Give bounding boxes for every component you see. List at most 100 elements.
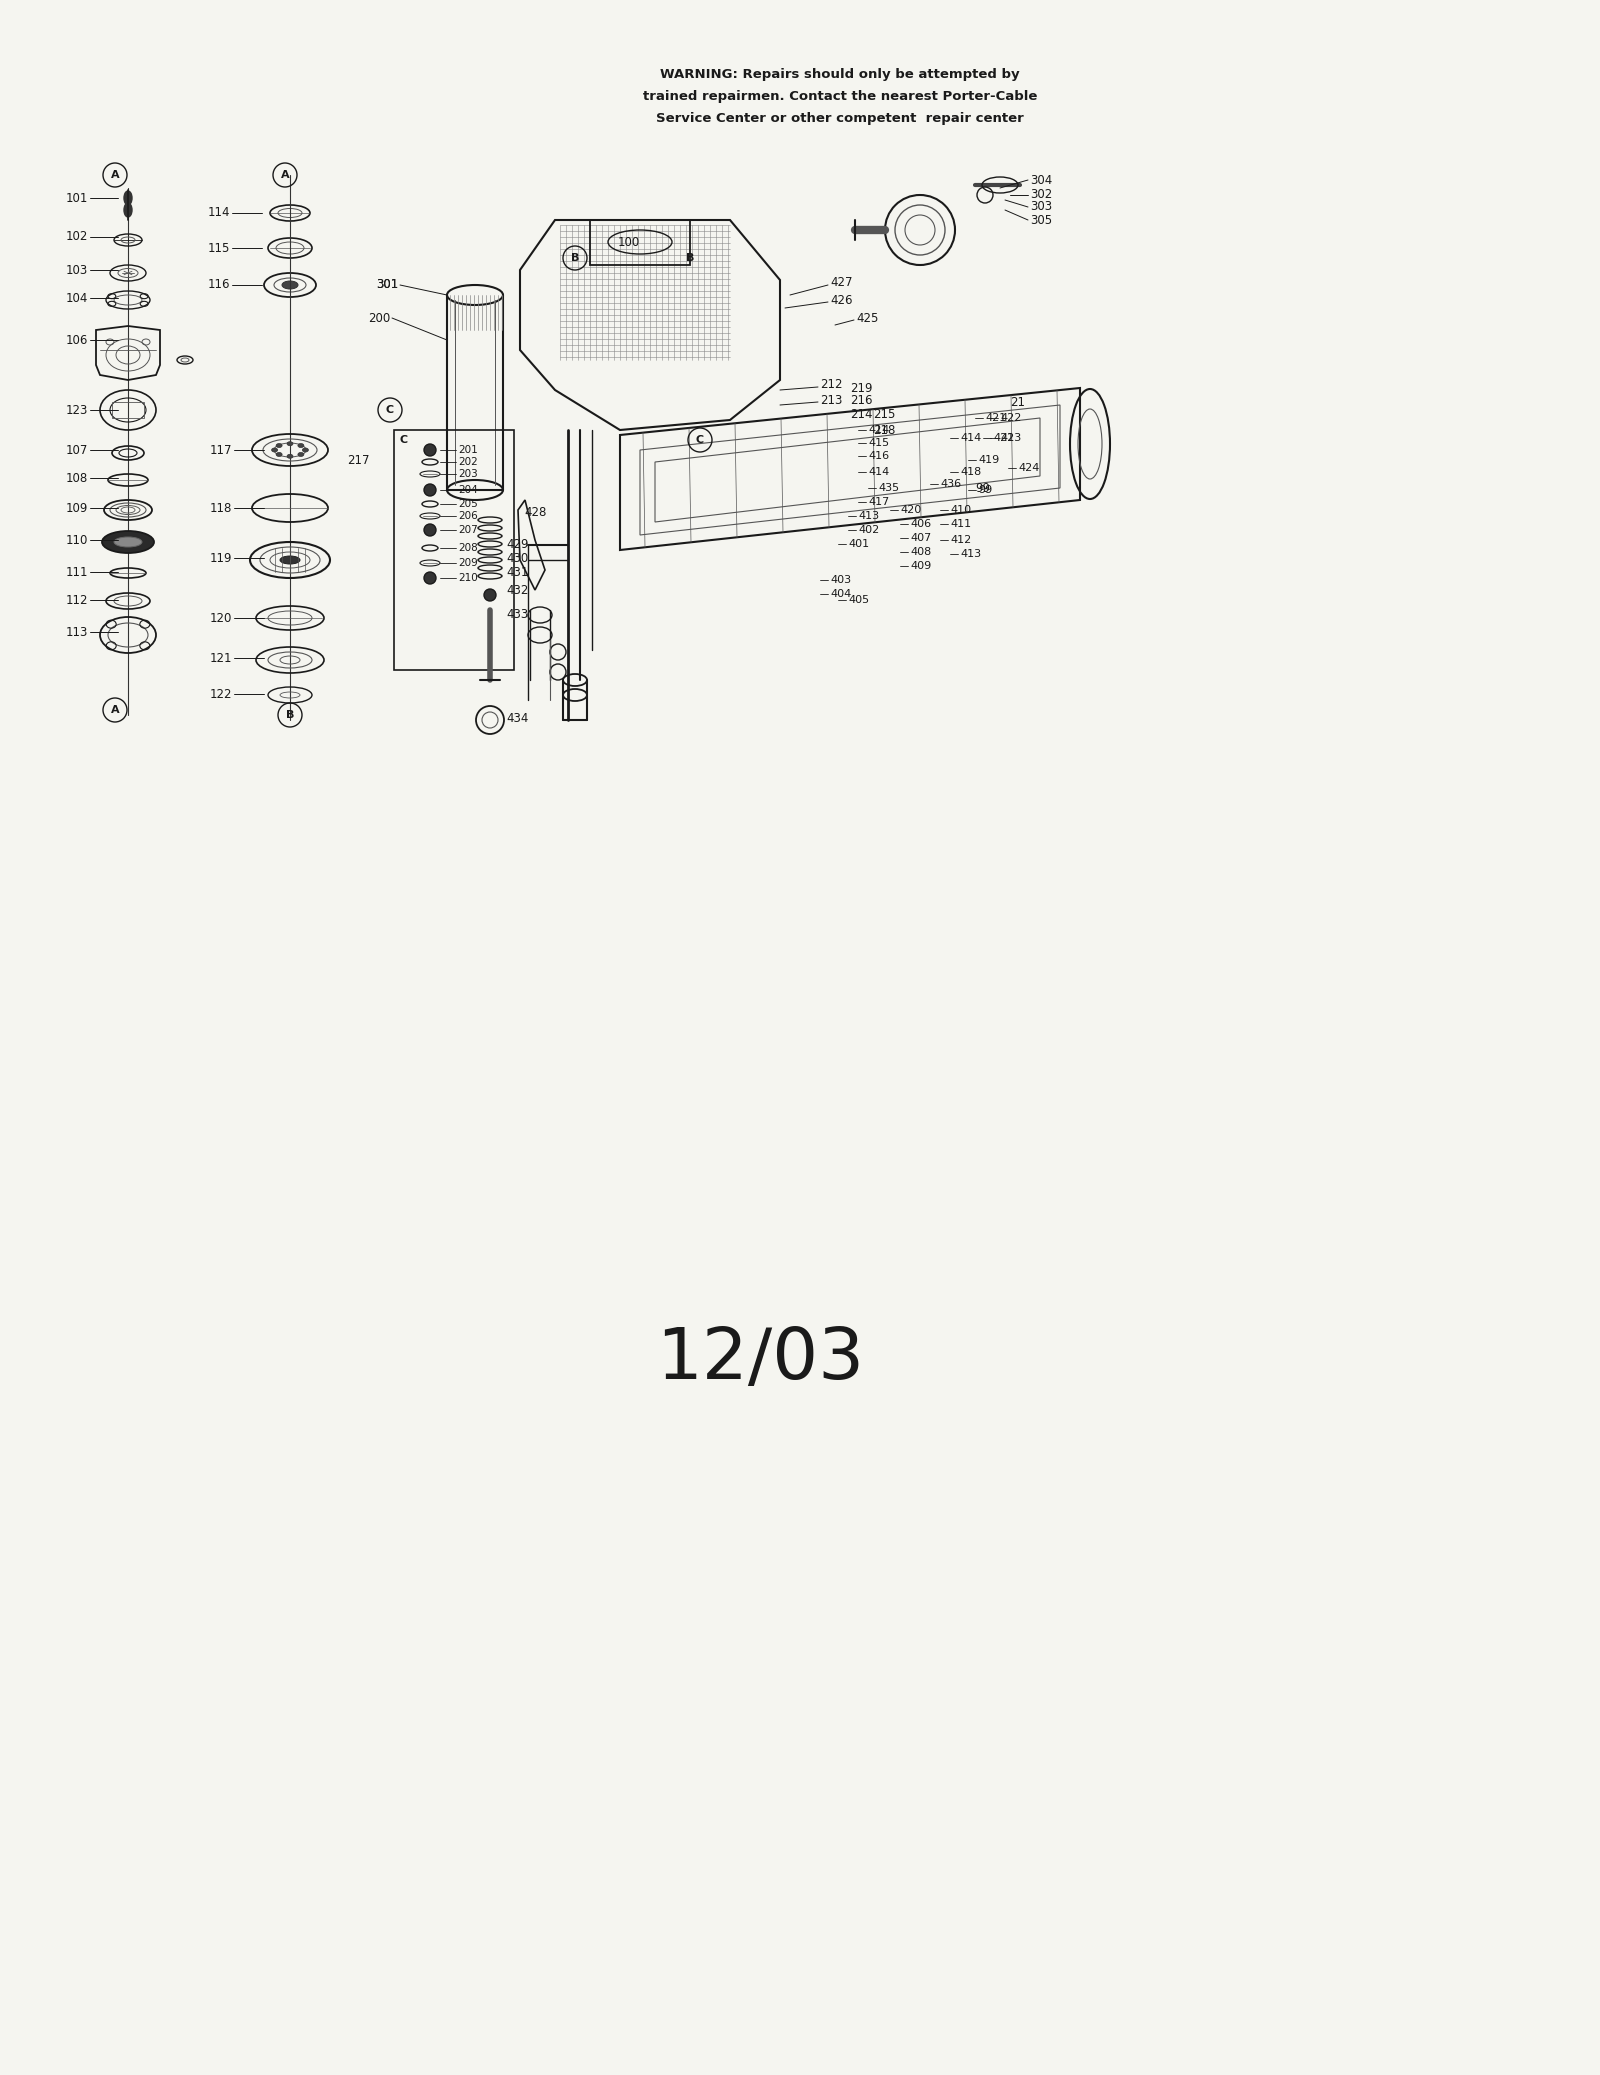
Text: 114: 114 bbox=[208, 208, 230, 220]
Ellipse shape bbox=[114, 537, 142, 548]
Text: 407: 407 bbox=[910, 533, 931, 544]
Text: 215: 215 bbox=[874, 409, 896, 421]
Text: 414: 414 bbox=[867, 467, 890, 477]
Text: 210: 210 bbox=[458, 573, 478, 583]
Text: 207: 207 bbox=[458, 525, 478, 535]
Text: 414: 414 bbox=[960, 434, 981, 442]
Text: A: A bbox=[110, 170, 120, 181]
Text: 205: 205 bbox=[458, 498, 478, 508]
Ellipse shape bbox=[424, 573, 435, 583]
Ellipse shape bbox=[424, 444, 435, 456]
Ellipse shape bbox=[282, 280, 298, 288]
Text: 418: 418 bbox=[960, 467, 981, 477]
Text: A: A bbox=[110, 706, 120, 716]
Text: 101: 101 bbox=[66, 191, 88, 205]
Text: 426: 426 bbox=[830, 293, 853, 307]
Text: 401: 401 bbox=[848, 540, 869, 550]
Text: 427: 427 bbox=[830, 276, 853, 288]
Text: 408: 408 bbox=[910, 548, 931, 556]
Text: 217: 217 bbox=[347, 454, 370, 467]
Text: 425: 425 bbox=[856, 311, 878, 324]
Text: 202: 202 bbox=[458, 456, 478, 467]
Text: 103: 103 bbox=[66, 264, 88, 276]
Text: 116: 116 bbox=[208, 278, 230, 290]
Ellipse shape bbox=[286, 442, 293, 446]
Text: 423: 423 bbox=[1000, 434, 1021, 442]
Text: 99: 99 bbox=[978, 486, 992, 496]
Text: 405: 405 bbox=[848, 596, 869, 606]
Text: 409: 409 bbox=[910, 560, 931, 571]
Text: 415: 415 bbox=[867, 438, 890, 448]
Ellipse shape bbox=[272, 448, 278, 452]
Text: 108: 108 bbox=[66, 471, 88, 483]
Text: 102: 102 bbox=[66, 230, 88, 243]
Text: 429: 429 bbox=[506, 540, 528, 552]
Text: 305: 305 bbox=[1030, 214, 1053, 226]
Text: 434: 434 bbox=[506, 712, 528, 724]
Text: A: A bbox=[280, 170, 290, 181]
Ellipse shape bbox=[102, 531, 154, 554]
Text: 100: 100 bbox=[618, 237, 640, 249]
Text: 411: 411 bbox=[950, 519, 971, 529]
Text: 206: 206 bbox=[458, 510, 478, 521]
Text: 122: 122 bbox=[210, 687, 232, 701]
Bar bbox=[112, 403, 144, 417]
Text: 120: 120 bbox=[210, 612, 232, 625]
Text: 421: 421 bbox=[986, 413, 1006, 423]
Text: 118: 118 bbox=[210, 502, 232, 515]
Text: 115: 115 bbox=[208, 241, 230, 255]
Text: 301: 301 bbox=[376, 278, 398, 290]
Text: 213: 213 bbox=[819, 394, 842, 407]
Ellipse shape bbox=[280, 556, 301, 564]
Text: 121: 121 bbox=[210, 652, 232, 664]
Text: 216: 216 bbox=[850, 394, 872, 407]
Text: 111: 111 bbox=[66, 566, 88, 579]
Text: 208: 208 bbox=[458, 544, 478, 554]
Text: 419: 419 bbox=[978, 454, 1000, 465]
Text: C: C bbox=[386, 405, 394, 415]
Text: 301: 301 bbox=[376, 278, 398, 290]
Text: 99: 99 bbox=[974, 481, 990, 494]
Text: 104: 104 bbox=[66, 290, 88, 305]
Text: B: B bbox=[686, 253, 694, 264]
Text: 212: 212 bbox=[819, 378, 843, 392]
Text: 123: 123 bbox=[66, 403, 88, 417]
Ellipse shape bbox=[298, 452, 304, 456]
Ellipse shape bbox=[125, 191, 131, 205]
Text: 414: 414 bbox=[867, 425, 890, 436]
Text: trained repairmen. Contact the nearest Porter-Cable: trained repairmen. Contact the nearest P… bbox=[643, 89, 1037, 104]
Text: 421: 421 bbox=[994, 434, 1014, 442]
Ellipse shape bbox=[277, 444, 282, 448]
Text: 303: 303 bbox=[1030, 201, 1053, 214]
Ellipse shape bbox=[125, 203, 131, 218]
Text: 412: 412 bbox=[950, 535, 971, 546]
Ellipse shape bbox=[298, 444, 304, 448]
Text: 436: 436 bbox=[941, 479, 962, 490]
Text: 21: 21 bbox=[1010, 396, 1026, 409]
Text: 117: 117 bbox=[210, 444, 232, 456]
Text: 406: 406 bbox=[910, 519, 931, 529]
Text: 413: 413 bbox=[960, 550, 981, 558]
Text: 119: 119 bbox=[210, 552, 232, 564]
Text: 435: 435 bbox=[878, 483, 899, 494]
Ellipse shape bbox=[483, 589, 496, 602]
Text: 214: 214 bbox=[850, 409, 872, 421]
Ellipse shape bbox=[286, 454, 293, 459]
Text: 430: 430 bbox=[506, 552, 528, 564]
Text: 113: 113 bbox=[66, 625, 88, 639]
Text: 302: 302 bbox=[1030, 189, 1053, 201]
Text: 110: 110 bbox=[66, 533, 88, 546]
Text: 417: 417 bbox=[867, 498, 890, 506]
Text: 203: 203 bbox=[458, 469, 478, 479]
Text: 304: 304 bbox=[1030, 174, 1053, 187]
Text: C: C bbox=[400, 436, 408, 444]
Text: 422: 422 bbox=[1000, 413, 1021, 423]
Text: 410: 410 bbox=[950, 504, 971, 515]
Text: C: C bbox=[696, 436, 704, 444]
Ellipse shape bbox=[424, 483, 435, 496]
Text: 209: 209 bbox=[458, 558, 478, 569]
Text: 204: 204 bbox=[458, 486, 478, 496]
Text: 424: 424 bbox=[1018, 463, 1040, 473]
Text: 428: 428 bbox=[525, 506, 546, 519]
Text: 218: 218 bbox=[874, 423, 896, 436]
